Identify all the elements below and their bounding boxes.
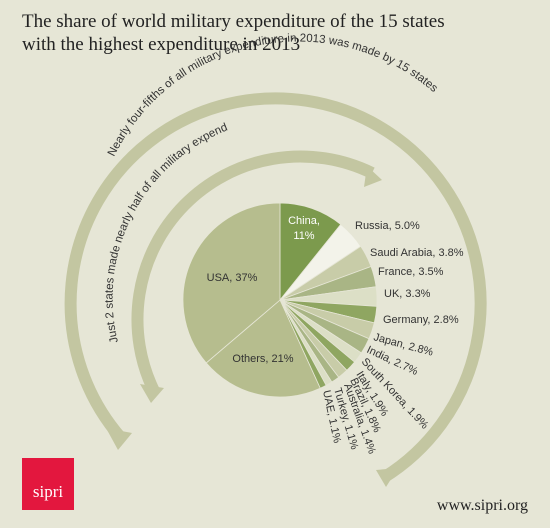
slice-label-china: China, 11% (288, 215, 320, 242)
outer-arrowhead (106, 428, 132, 450)
site-url: www.sipri.org (436, 497, 528, 514)
outer-arrowhead-right (376, 468, 398, 487)
slice-label-france: France, 3.5% (378, 266, 444, 278)
slice-label-uk: UK, 3.3% (384, 288, 431, 300)
inner-arrowhead-bottom (140, 384, 164, 403)
slice-label-usa: USA, 37% (207, 272, 258, 284)
pie-slice-china (279, 202, 342, 302)
inner-arrow (131, 150, 375, 396)
slice-label-others: Others, 21% (232, 353, 293, 365)
slice-label-russia: Russia, 5.0% (355, 220, 420, 232)
pie-slices (182, 202, 378, 398)
slice-label-saudi-arabia: Saudi Arabia, 3.8% (370, 247, 464, 259)
pie-slice-others (205, 299, 321, 398)
page-title: The share of world military expenditure … (22, 11, 445, 55)
slice-label-germany: Germany, 2.8% (383, 314, 459, 326)
sipri-logo: sipri (22, 458, 74, 510)
inner-arrowhead-top (364, 166, 382, 187)
outer-arrow (64, 92, 487, 484)
pie-slice-usa (182, 202, 281, 364)
